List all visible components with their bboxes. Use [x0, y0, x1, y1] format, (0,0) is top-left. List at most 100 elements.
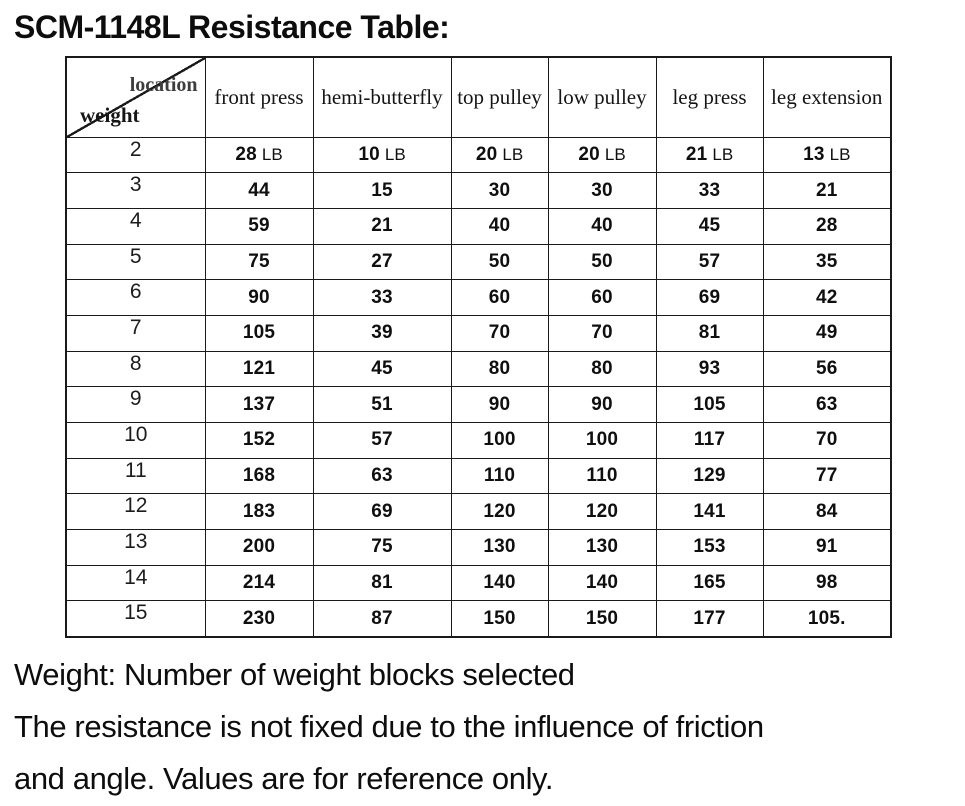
value-number: 200 — [242, 536, 276, 558]
value-number: 90 — [488, 393, 511, 415]
value-number: 130 — [585, 536, 619, 558]
value-cell: 140 — [547, 564, 657, 602]
value-cell: 69 — [312, 493, 452, 531]
value-cell: 90 — [204, 279, 314, 316]
value-number: 49 — [815, 322, 838, 344]
value-number: 100 — [585, 429, 619, 451]
corner-header-cell: location weight — [65, 56, 206, 138]
value-cell: 165 — [655, 564, 764, 602]
value-cell: 80 — [450, 350, 549, 388]
value-cell: 20 LB — [547, 136, 657, 174]
value-cell: 70 — [762, 422, 892, 459]
value-number: 70 — [488, 322, 511, 344]
value-number: 105 — [693, 393, 726, 415]
value-number: 91 — [815, 536, 838, 558]
value-cell: 91 — [762, 529, 892, 566]
value-cell: 120 — [450, 493, 549, 531]
value-cell: 60 — [547, 279, 657, 316]
value-number: 110 — [483, 465, 516, 487]
value-number: 69 — [371, 500, 393, 522]
weight-cell: 15 — [65, 600, 206, 638]
value-number: 42 — [815, 286, 838, 308]
column-header: hemi-butterfly — [312, 56, 452, 138]
value-number: 35 — [815, 250, 838, 272]
value-number: 45 — [371, 357, 393, 379]
value-cell: 177 — [655, 600, 764, 638]
value-cell: 56 — [762, 350, 892, 388]
value-cell: 45 — [655, 207, 764, 245]
column-header: leg extension — [762, 56, 892, 138]
resistance-table: location weight front press hemi-butterfl… — [65, 56, 892, 638]
value-cell: 49 — [762, 314, 892, 352]
value-number: 98 — [815, 572, 838, 594]
weight-cell: 11 — [65, 457, 206, 495]
value-number: 60 — [591, 286, 613, 308]
value-number: 40 — [591, 215, 613, 237]
value-number: 60 — [488, 286, 511, 308]
value-cell: 75 — [312, 529, 452, 566]
value-number: 120 — [585, 500, 619, 522]
value-number: 81 — [698, 322, 721, 344]
table-row: 7 105 39 70 70 81 49 — [65, 314, 892, 352]
value-number: 13 — [803, 143, 825, 165]
value-cell: 98 — [762, 564, 892, 602]
value-number: 150 — [585, 607, 619, 629]
table-row: 3 44 15 30 30 33 21 — [65, 172, 892, 209]
value-number: 152 — [242, 429, 276, 451]
value-number: 141 — [693, 500, 726, 522]
value-number: 110 — [586, 465, 618, 487]
value-number: 28 — [815, 215, 838, 237]
value-cell: 70 — [547, 314, 657, 352]
value-cell: 21 — [312, 207, 452, 245]
value-number: 77 — [815, 465, 838, 487]
note-line-disclaimer-2: and angle. Values are for reference only… — [14, 760, 554, 796]
table-row: 4 59 21 40 40 45 28 — [65, 207, 892, 245]
value-cell: 90 — [450, 386, 549, 423]
value-cell: 77 — [762, 457, 892, 495]
value-cell: 30 — [450, 172, 549, 209]
unit-label: LB — [604, 144, 626, 164]
value-cell: 33 — [312, 279, 452, 316]
value-number: 93 — [698, 357, 721, 379]
value-number: 44 — [248, 179, 270, 201]
table-row: 10 152 57 100 100 117 70 — [65, 422, 892, 459]
header-row: location weight front press hemi-butterfl… — [65, 56, 892, 138]
weight-cell: 2 — [65, 136, 206, 174]
value-number: 20 — [475, 143, 498, 165]
value-cell: 200 — [204, 529, 314, 566]
value-cell: 214 — [204, 564, 314, 602]
value-number: 39 — [371, 322, 393, 344]
value-number: 51 — [371, 393, 393, 415]
value-number: 183 — [242, 500, 276, 522]
unit-label: LB — [384, 144, 406, 164]
value-number: 21 — [685, 143, 708, 165]
value-cell: 40 — [450, 207, 549, 245]
value-cell: 20 LB — [450, 136, 549, 174]
table-row: 15 230 87 150 150 177 105. — [65, 600, 892, 638]
value-number: 75 — [371, 536, 393, 558]
table-row: 2 28 LB 10 LB 20 LB 20 LB 21 LB 13 LB — [65, 136, 892, 174]
value-number: 21 — [371, 215, 393, 237]
value-cell: 59 — [204, 207, 314, 245]
value-cell: 51 — [312, 386, 452, 423]
value-cell: 70 — [450, 314, 549, 352]
value-number: 165 — [693, 572, 726, 594]
value-cell: 80 — [547, 350, 657, 388]
value-number: 90 — [248, 286, 270, 308]
value-cell: 153 — [655, 529, 764, 566]
value-cell: 110 — [450, 457, 549, 495]
value-cell: 140 — [450, 564, 549, 602]
value-cell: 63 — [762, 386, 892, 423]
weight-cell: 4 — [65, 207, 206, 245]
value-number: 30 — [591, 179, 613, 201]
value-cell: 44 — [204, 172, 314, 209]
weight-cell: 7 — [65, 314, 206, 352]
value-cell: 50 — [547, 243, 657, 281]
value-cell: 42 — [762, 279, 892, 316]
value-number: 20 — [578, 143, 600, 165]
value-number: 87 — [371, 607, 393, 629]
value-cell: 93 — [655, 350, 764, 388]
value-cell: 230 — [204, 600, 314, 638]
value-cell: 50 — [450, 243, 549, 281]
value-number: 140 — [483, 572, 516, 594]
